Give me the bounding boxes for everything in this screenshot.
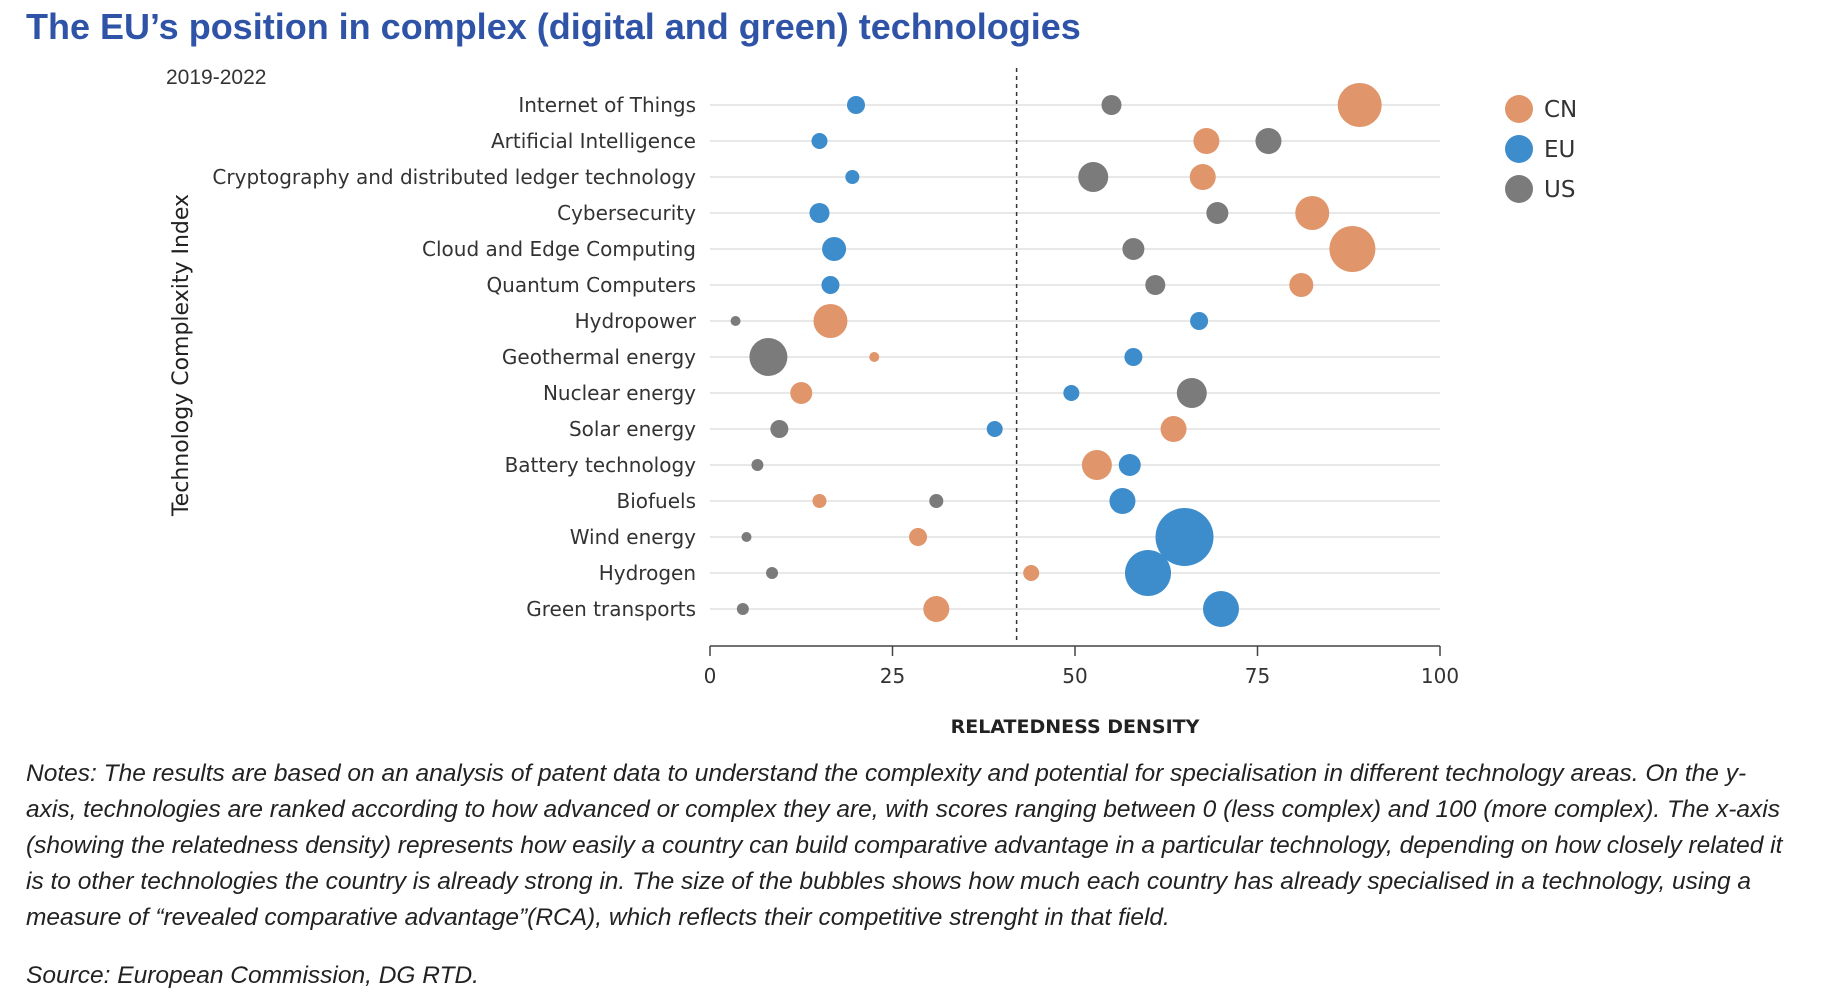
- chart-title: The EU’s position in complex (digital an…: [26, 6, 1081, 47]
- bubble-eu: [1063, 385, 1080, 401]
- bubble-chart: Internet of Things Artificial Intelligenc…: [169, 68, 1577, 738]
- bubble-us: [736, 603, 749, 615]
- category-label: Solar energy: [569, 417, 696, 441]
- category-label: Geothermal energy: [502, 345, 696, 369]
- bubble-eu: [821, 276, 840, 294]
- bubble-cn: [813, 304, 848, 338]
- category-label: Cryptography and distributed ledger tech…: [212, 165, 696, 189]
- bubble-us: [741, 532, 752, 542]
- bubble-eu: [847, 96, 865, 114]
- x-tick-label: 25: [880, 664, 905, 688]
- category-label: Quantum Computers: [486, 273, 696, 297]
- bubble-eu: [845, 170, 860, 184]
- bubble-eu: [822, 237, 847, 261]
- bubble-us: [1145, 275, 1166, 295]
- bubble-eu: [1109, 488, 1136, 514]
- bubble-cn: [909, 528, 928, 546]
- bubble-cn: [1337, 83, 1382, 127]
- category-label: Biofuels: [616, 489, 696, 513]
- bubble-eu: [986, 421, 1003, 437]
- x-tick-label: 75: [1245, 664, 1270, 688]
- bubble-us: [929, 494, 944, 508]
- x-tick-label: 50: [1062, 664, 1087, 688]
- bubble-eu: [1124, 348, 1143, 366]
- bubble-us: [1206, 202, 1229, 224]
- chart-notes: Notes: The results are based on an analy…: [26, 760, 1783, 931]
- bubble-us: [766, 567, 779, 579]
- bubble-cn: [812, 494, 827, 508]
- bubble-us: [751, 459, 764, 471]
- bubble-us: [1122, 238, 1145, 260]
- category-label: Battery technology: [505, 453, 697, 477]
- bubble-cn: [869, 352, 880, 362]
- bubble-cn: [923, 596, 950, 622]
- category-label: Green transports: [526, 597, 696, 621]
- bubble-eu: [809, 203, 830, 223]
- bubble-cn: [1289, 273, 1314, 297]
- category-label: Nuclear energy: [543, 381, 696, 405]
- x-tick-label: 100: [1421, 664, 1459, 688]
- bubble-us: [1255, 128, 1282, 154]
- bubble-eu: [1190, 312, 1209, 330]
- bubble-us: [749, 338, 788, 376]
- category-label: Cybersecurity: [557, 201, 696, 225]
- category-label: Wind energy: [570, 525, 696, 549]
- period-label: 2019-2022: [166, 66, 267, 89]
- bubble-us: [770, 420, 789, 438]
- bubble-us: [1101, 95, 1122, 115]
- legend-marker-cn: [1505, 95, 1533, 123]
- bubble-eu: [1118, 454, 1141, 476]
- bubble-cn: [1081, 450, 1112, 480]
- legend-marker-us: [1505, 175, 1533, 203]
- bubble-us: [1078, 162, 1109, 192]
- category-label: Internet of Things: [518, 93, 696, 117]
- bubble-eu: [1155, 508, 1214, 566]
- bubble-cn: [1329, 226, 1376, 272]
- category-label: Hydropower: [575, 309, 697, 333]
- legend-marker-eu: [1505, 135, 1533, 163]
- bubble-cn: [1160, 416, 1187, 442]
- category-label: Hydrogen: [599, 561, 696, 585]
- legend-label-us: US: [1544, 177, 1575, 203]
- x-tick-label: 0: [704, 664, 717, 688]
- bubble-eu: [1125, 550, 1171, 596]
- category-label: Cloud and Edge Computing: [422, 237, 696, 261]
- bubble-us: [730, 316, 741, 326]
- bubble-cn: [1189, 164, 1216, 190]
- y-axis-title: Technology Complexity Index: [169, 194, 194, 517]
- bubble-cn: [1193, 128, 1220, 154]
- bubble-us: [1176, 378, 1207, 408]
- bubble-cn: [1295, 196, 1330, 230]
- bubble-eu: [1203, 591, 1239, 627]
- bubble-cn: [1023, 565, 1040, 581]
- chart-source: Source: European Commission, DG RTD.: [26, 962, 479, 989]
- bubble-cn: [790, 382, 813, 404]
- legend-label-cn: CN: [1544, 97, 1577, 123]
- legend-label-eu: EU: [1544, 137, 1575, 163]
- category-label: Artificial Intelligence: [491, 129, 696, 153]
- bubble-eu: [811, 133, 828, 149]
- x-axis-title: RELATEDNESS DENSITY: [951, 716, 1200, 738]
